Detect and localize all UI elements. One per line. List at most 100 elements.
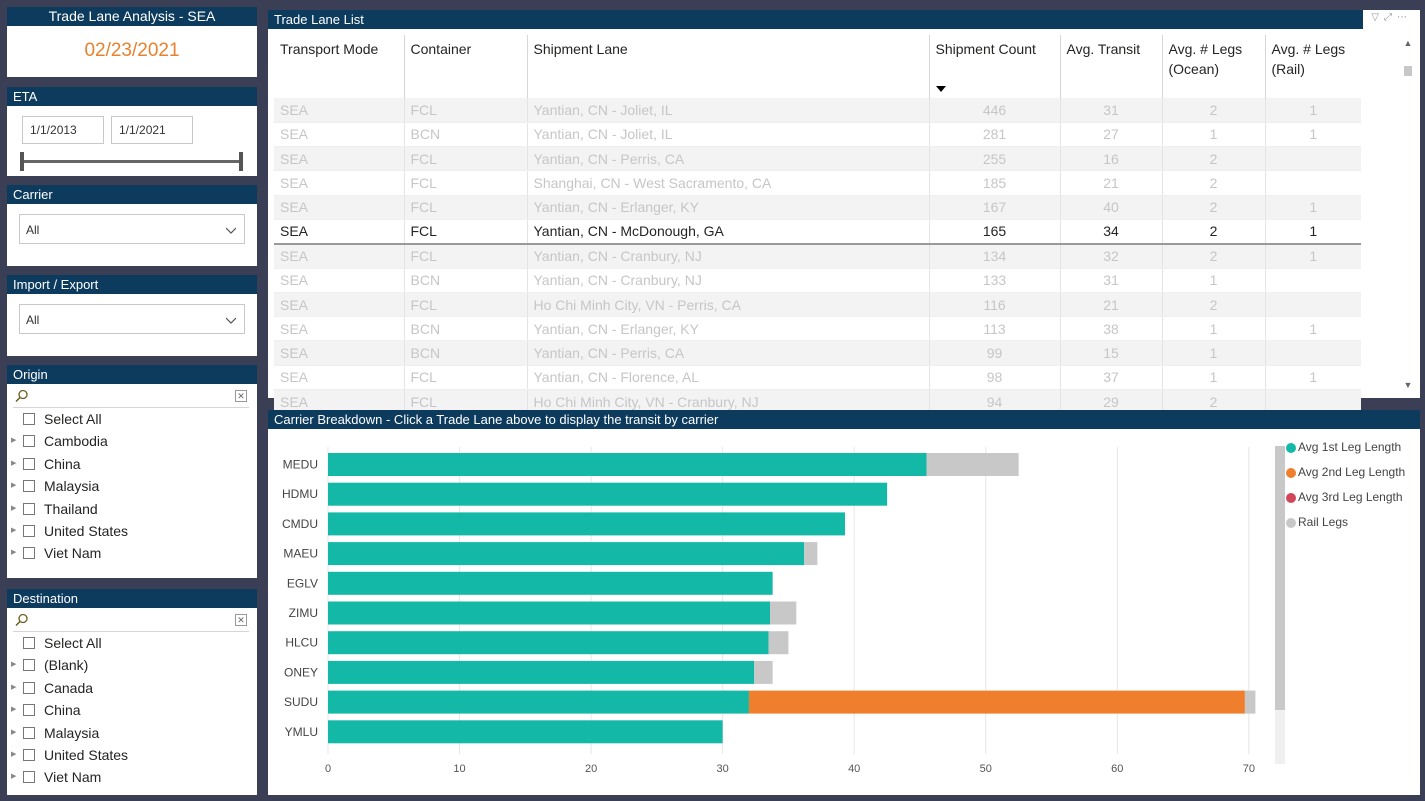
eta-end-date-input[interactable]: 1/1/2021	[111, 116, 193, 144]
legend-item[interactable]: Avg 2nd Leg Length	[1286, 465, 1405, 490]
table-row[interactable]: SEA FCL Yantian, CN - Cranbury, NJ 134 32 2 1	[274, 243, 1361, 269]
expand-arrow-icon[interactable]: ▶	[11, 750, 17, 758]
expand-arrow-icon[interactable]: ▶	[11, 683, 17, 691]
expand-arrow-icon[interactable]: ▶	[11, 728, 17, 736]
checkbox[interactable]	[23, 524, 35, 537]
table-row[interactable]: SEA FCL Ho Chi Minh City, VN - Perris, CA 1…	[274, 292, 1361, 318]
destination-list-item[interactable]: ▶ (Blank)	[7, 654, 257, 676]
bar-sudu-avg-1st-leg-length[interactable]	[328, 690, 749, 714]
column-header[interactable]: Shipment Count	[929, 35, 1061, 98]
origin-list-item[interactable]: ▶ United States	[7, 520, 257, 542]
expand-arrow-icon[interactable]: ▶	[11, 482, 17, 490]
checkbox[interactable]	[23, 726, 35, 739]
import-export-dropdown[interactable]: All	[19, 304, 245, 334]
clear-selection-icon[interactable]: ✕	[235, 614, 247, 626]
table-row[interactable]: SEA FCL Yantian, CN - Joliet, IL 446 31 2 1	[274, 98, 1361, 123]
table-row[interactable]: SEA BCN Yantian, CN - Cranbury, NJ 133 31 1	[274, 268, 1361, 293]
checkbox[interactable]	[23, 637, 35, 649]
destination-search-input[interactable]: ✕	[13, 610, 249, 632]
origin-list-item[interactable]: ▶ Viet Nam	[7, 542, 257, 564]
checkbox[interactable]	[23, 502, 35, 515]
column-header[interactable]: Transport Mode	[274, 35, 405, 98]
origin-list-item[interactable]: ▶ Malaysia	[7, 475, 257, 497]
legend-scrollbar[interactable]	[1275, 446, 1285, 764]
table-row[interactable]: SEA FCL Yantian, CN - McDonough, GA 165 34 2 1	[274, 218, 1361, 245]
bar-medu-rail-legs[interactable]	[926, 453, 1019, 476]
scroll-down-icon[interactable]: ▼	[1403, 380, 1413, 390]
column-header[interactable]: Container	[404, 35, 528, 98]
bar-hlcu-rail-legs[interactable]	[768, 631, 789, 655]
bar-maeu-avg-1st-leg-length[interactable]	[328, 542, 805, 566]
expand-arrow-icon[interactable]: ▶	[11, 549, 17, 557]
checkbox[interactable]	[23, 681, 35, 694]
checkbox[interactable]	[23, 547, 35, 560]
bar-maeu-rail-legs[interactable]	[804, 542, 818, 566]
eta-slider-start-handle[interactable]	[20, 152, 24, 171]
clear-selection-icon[interactable]: ✕	[235, 390, 247, 402]
origin-list-item[interactable]: Select All	[7, 408, 257, 430]
expand-arrow-icon[interactable]: ▶	[11, 773, 17, 781]
eta-start-date-input[interactable]: 1/1/2013	[22, 116, 104, 144]
column-header[interactable]: Avg. # Legs (Ocean)	[1162, 35, 1266, 98]
eta-slider-end-handle[interactable]	[239, 152, 243, 171]
bar-sudu-rail-legs[interactable]	[1244, 690, 1256, 714]
destination-list-item[interactable]: ▶ Viet Nam	[7, 766, 257, 788]
legend-item[interactable]: Avg 3rd Leg Length	[1286, 490, 1405, 515]
more-options-icon[interactable]: ⋯	[1397, 12, 1412, 23]
table-scrollbar[interactable]: ▲ ▼	[1402, 38, 1414, 390]
checkbox[interactable]	[23, 435, 35, 448]
legend-scrollbar-thumb[interactable]	[1275, 446, 1285, 710]
destination-list-item[interactable]: ▶ Canada	[7, 677, 257, 699]
bar-ymlu-avg-1st-leg-length[interactable]	[328, 720, 723, 744]
eta-range-slider[interactable]	[21, 160, 243, 163]
expand-arrow-icon[interactable]: ▶	[11, 437, 17, 445]
origin-search-input[interactable]: ✕	[13, 386, 249, 408]
bar-eglv-avg-1st-leg-length[interactable]	[328, 571, 773, 595]
legend-item[interactable]: Avg 1st Leg Length	[1286, 440, 1405, 465]
bar-zimu-rail-legs[interactable]	[770, 601, 797, 625]
origin-list-item[interactable]: ▶ Cambodia	[7, 430, 257, 452]
checkbox[interactable]	[23, 704, 35, 717]
expand-arrow-icon[interactable]: ▶	[11, 706, 17, 714]
destination-list-item[interactable]: ▶ Malaysia	[7, 722, 257, 744]
bar-hlcu-avg-1st-leg-length[interactable]	[328, 631, 769, 655]
table-row[interactable]: SEA BCN Yantian, CN - Joliet, IL 281 27 1 1	[274, 122, 1361, 148]
checkbox[interactable]	[23, 659, 35, 672]
expand-arrow-icon[interactable]: ▶	[11, 459, 17, 467]
checkbox[interactable]	[23, 748, 35, 761]
bar-oney-rail-legs[interactable]	[754, 660, 773, 684]
checkbox[interactable]	[23, 771, 35, 784]
table-row[interactable]: SEA BCN Yantian, CN - Erlanger, KY 113 38 1 1	[274, 316, 1361, 342]
bar-hdmu-avg-1st-leg-length[interactable]	[328, 482, 888, 506]
focus-mode-icon[interactable]: ⤢	[1384, 12, 1397, 23]
table-row[interactable]: SEA FCL Shanghai, CN - West Sacramento, CA…	[274, 170, 1361, 196]
table-row[interactable]: SEA BCN Yantian, CN - Perris, CA 99 15 1	[274, 340, 1361, 366]
table-row[interactable]: SEA FCL Yantian, CN - Perris, CA 255 16 2	[274, 146, 1361, 172]
origin-list-item[interactable]: ▶ China	[7, 453, 257, 475]
checkbox[interactable]	[23, 457, 35, 470]
bar-zimu-avg-1st-leg-length[interactable]	[328, 601, 771, 625]
scrollbar-thumb[interactable]	[1404, 66, 1412, 76]
expand-arrow-icon[interactable]: ▶	[11, 661, 17, 669]
table-row[interactable]: SEA FCL Yantian, CN - Erlanger, KY 167 40 2 1	[274, 195, 1361, 220]
checkbox[interactable]	[23, 480, 35, 493]
expand-arrow-icon[interactable]: ▶	[11, 526, 17, 534]
column-header[interactable]: Avg. Transit	[1060, 35, 1163, 98]
carrier-dropdown[interactable]: All	[19, 214, 245, 244]
bar-cmdu-avg-1st-leg-length[interactable]	[328, 512, 845, 536]
destination-list-item[interactable]: Select All	[7, 632, 257, 654]
expand-arrow-icon[interactable]: ▶	[11, 504, 17, 512]
destination-list-item[interactable]: ▶ United States	[7, 744, 257, 766]
bar-oney-avg-1st-leg-length[interactable]	[328, 660, 755, 684]
sort-descending-icon[interactable]	[935, 86, 946, 92]
legend-item[interactable]: Rail Legs	[1286, 515, 1405, 540]
bar-medu-avg-1st-leg-length[interactable]	[328, 453, 927, 476]
visual-header-icons[interactable]: ▽⤢⋯	[1371, 12, 1412, 23]
scroll-up-icon[interactable]: ▲	[1403, 38, 1413, 48]
checkbox[interactable]	[23, 413, 35, 425]
table-row[interactable]: SEA FCL Yantian, CN - Florence, AL 98 37 1 1	[274, 365, 1361, 391]
column-header[interactable]: Shipment Lane	[527, 35, 930, 98]
bar-sudu-avg-2nd-leg-length[interactable]	[748, 690, 1245, 714]
filter-icon[interactable]: ▽	[1371, 12, 1384, 23]
column-header[interactable]: Avg. # Legs (Rail)	[1265, 35, 1361, 98]
